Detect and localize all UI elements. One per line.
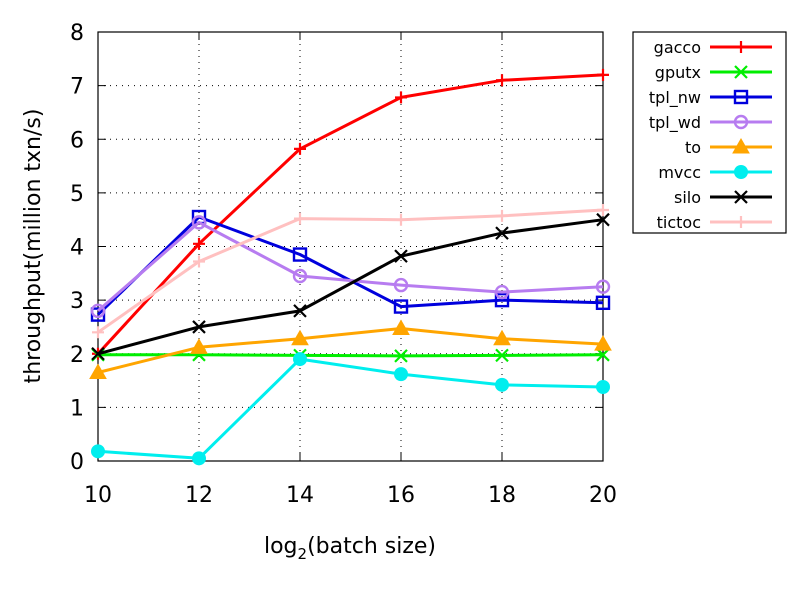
data-point-to [190, 338, 208, 354]
data-point-silo [495, 226, 509, 240]
legend-marker-mvcc [734, 165, 748, 179]
legend-marker-gputx [734, 65, 748, 79]
legend-label-to: to [685, 138, 701, 157]
series-line-mvcc [97, 357, 604, 460]
y-tick-label: 2 [70, 343, 84, 368]
y-tick-label: 7 [70, 75, 84, 100]
legend-label-tictoc: tictoc [657, 213, 701, 232]
data-point-tictoc [294, 212, 306, 225]
y-tick-label: 8 [70, 21, 84, 46]
y-tick-label: 4 [70, 236, 84, 261]
data-point-tictoc [597, 204, 609, 217]
data-point-tpl_wd [494, 284, 510, 300]
x-tick-label: 16 [387, 483, 415, 508]
legend-box [632, 31, 787, 234]
legend-marker-gacco [735, 41, 747, 53]
data-point-tpl_wd [393, 277, 409, 293]
y-axis-title: throughput(million txn/s) [21, 109, 46, 384]
y-tick-label: 1 [70, 396, 84, 421]
data-point-to [493, 329, 511, 346]
data-point-mvcc [495, 377, 509, 392]
legend-label-gacco: gacco [654, 38, 701, 57]
data-point-silo [394, 249, 408, 263]
data-point-mvcc [596, 379, 610, 394]
x-tick-label: 12 [185, 483, 213, 508]
data-point-tpl_nw [595, 295, 611, 311]
data-point-gputx [596, 348, 610, 362]
legend-marker-tpl_nw [733, 89, 749, 105]
legend-label-gputx: gputx [655, 63, 701, 82]
data-point-tpl_wd [292, 268, 308, 284]
data-point-mvcc [91, 444, 105, 459]
data-point-silo [91, 346, 105, 361]
data-point-tpl_nw [494, 292, 510, 308]
data-point-gacco [294, 142, 306, 155]
data-point-mvcc [394, 367, 408, 382]
x-tick-label: 18 [488, 483, 516, 508]
x-tick-label: 14 [286, 483, 314, 508]
data-point-silo [293, 304, 307, 318]
data-point-to [392, 319, 410, 336]
series-line-gacco [96, 73, 604, 355]
series-layer [89, 68, 612, 466]
data-point-tpl_nw [393, 299, 409, 314]
data-point-tictoc [496, 209, 508, 222]
data-point-gputx [495, 348, 509, 363]
data-point-tpl_wd [90, 303, 106, 319]
series-line-silo [97, 218, 604, 356]
series-line-to [97, 327, 604, 374]
data-point-gputx [394, 349, 408, 363]
x-tick-label: 20 [589, 483, 617, 508]
data-point-silo [192, 320, 206, 334]
data-point-tictoc [395, 213, 407, 226]
legend-marker-to [732, 137, 750, 154]
legend-marker-tictoc [735, 216, 747, 228]
legend-label-silo: silo [674, 188, 701, 207]
series-line-gputx [98, 353, 604, 358]
y-tick-label: 0 [70, 450, 84, 475]
data-point-to [291, 329, 309, 346]
data-point-gacco [496, 74, 508, 87]
data-point-tictoc [92, 326, 104, 339]
y-tick-label: 5 [70, 182, 84, 207]
data-point-silo [596, 212, 610, 227]
legend-label-mvcc: mvcc [658, 163, 701, 182]
data-point-mvcc [293, 352, 307, 367]
y-tick-label: 6 [70, 128, 84, 153]
series-line-tictoc [97, 208, 604, 334]
legend-marker-tpl_wd [733, 114, 749, 130]
data-point-tictoc [193, 255, 205, 268]
series-line-tpl_wd [97, 220, 604, 313]
legend-label-tpl_nw: tpl_nw [649, 88, 701, 108]
data-point-gacco [193, 237, 205, 250]
data-point-to [89, 363, 107, 380]
data-point-tpl_wd [191, 215, 207, 230]
y-tick-label: 3 [70, 289, 84, 314]
data-point-gacco [597, 68, 609, 81]
data-point-tpl_wd [595, 279, 611, 294]
legend-label-tpl_wd: tpl_wd [649, 113, 701, 133]
data-point-gacco [395, 91, 407, 104]
legend-marker-silo [734, 190, 748, 204]
data-point-to [594, 335, 612, 351]
data-point-mvcc [192, 451, 206, 466]
x-tick-label: 10 [84, 483, 112, 508]
data-point-tpl_nw [292, 247, 308, 262]
x-axis-title: log2(batch size) [264, 534, 436, 563]
